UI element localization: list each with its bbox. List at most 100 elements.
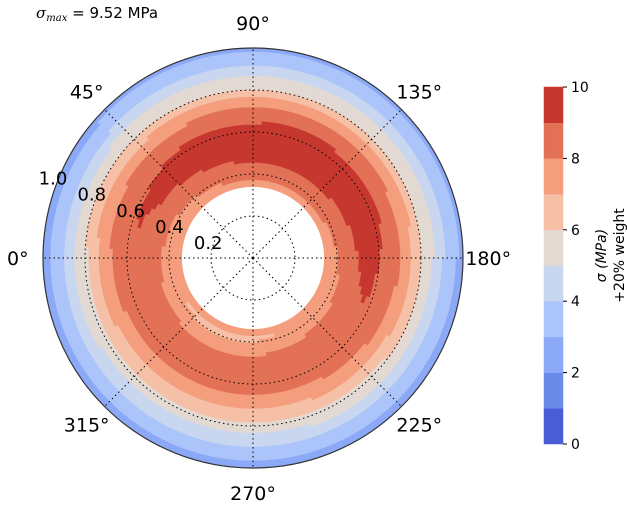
title-symbol: σ [36,4,47,22]
contour-cell [170,257,176,264]
angle-tick-label: 270° [230,483,276,505]
angle-tick-label: 0° [7,248,29,270]
contour-cell [243,120,254,125]
contour-cell [243,394,254,400]
contour-cell [247,332,254,337]
contour-cell [355,257,360,266]
contour-cell [153,257,158,265]
contour-cell [108,248,113,259]
contour-cell [129,249,134,259]
contour-cell [386,248,391,259]
contour-cell [323,252,329,259]
angle-tick-label: 225° [396,414,442,436]
contour-cell [246,353,254,358]
colorbar-tick-label: 8 [571,151,580,167]
contour-cell [252,158,260,163]
contour-cell [252,366,261,372]
contour-cell [341,251,346,259]
contour-cell [393,257,398,268]
contour-cell [348,257,353,265]
contour-cell [337,251,343,259]
contour-cell [167,252,172,259]
contour-cell [157,251,162,259]
polar-frame [42,47,464,469]
polar-labels: 0° 45° 90° 135° 180° 225° 270° 315° 0.2 0.4 0.6 0.8… [7,13,511,505]
angle-tick-label: 90° [236,13,270,35]
contour-cell [252,175,259,181]
colorbar-sublabel: +20% weight [612,208,627,303]
contour-cell [252,168,260,174]
contour-cell [323,257,329,264]
contour-cell [252,387,263,393]
angular-gridline [252,109,402,259]
contour-cell [111,257,117,268]
contour-cell [174,252,179,259]
contour-cell [115,257,120,268]
contour-cell [125,257,131,267]
contour-cell [252,151,261,156]
contour-cell [344,251,349,259]
colorbar-tick-label: 2 [571,366,580,382]
contour-cell [244,384,254,389]
contour-cell [247,335,254,341]
contour-cell [245,141,254,146]
angle-tick-label: 315° [64,414,110,436]
contour-cell [243,398,254,403]
colorbar: 0 2 4 6 8 10 σ (MPa) +20% weight [543,80,627,453]
contour-cell [244,134,254,139]
contour-cell [246,346,254,351]
contour-cell [143,257,148,266]
contour-cell [252,148,261,153]
colorbar-segment [543,86,564,123]
title-equals: = [67,4,90,22]
colorbar-segment [543,372,564,409]
angle-tick-label: 45° [70,82,104,104]
contour-cell [246,162,254,167]
contour-cell [247,175,254,181]
contour-cell [252,363,261,368]
contour-cell [118,257,124,268]
radial-tick-label: 0.4 [155,217,184,238]
contour-cell [170,252,176,259]
contour-cell [245,148,254,153]
contour-cell [243,391,254,396]
contour-cell [389,248,395,259]
contour-cell [132,249,138,259]
contour-cell [247,328,254,334]
contour-cell [252,370,261,375]
contour-cell [244,373,254,379]
contour-cell [252,113,263,118]
contour-cell [252,377,262,382]
contour-cell [252,144,261,150]
contour-cell [115,248,120,259]
contour-cell [361,250,367,259]
colorbar-segment [543,408,564,445]
contour-cell [252,127,262,132]
contour-cell [252,155,261,160]
angular-gridline [104,257,254,407]
contour-cell [243,387,254,393]
contour-cell [355,250,360,259]
contour-cell [344,257,349,265]
contour-cell [252,335,259,341]
contour-cell [341,257,346,265]
title-value: 9.52 MPa [89,4,159,22]
contour-cell [244,377,254,382]
contour-cell [246,342,254,348]
contour-cell [139,257,145,266]
radial-tick-label: 0.2 [194,233,223,254]
contour-cell [382,257,388,268]
contour-cell [389,257,395,268]
colorbar-tick-label: 10 [571,80,589,96]
colorbar-tick-label: 4 [571,294,580,310]
contour-cell [382,248,388,259]
contour-cell [245,155,254,160]
contour-cell [244,137,254,143]
title-subscript: max [46,13,68,24]
colorbar-segment [543,336,564,373]
angular-gridline [252,257,402,407]
contour-cell [160,251,165,259]
contour-cell [163,251,169,259]
contour-cell [252,342,260,348]
contour-cell [132,257,138,267]
